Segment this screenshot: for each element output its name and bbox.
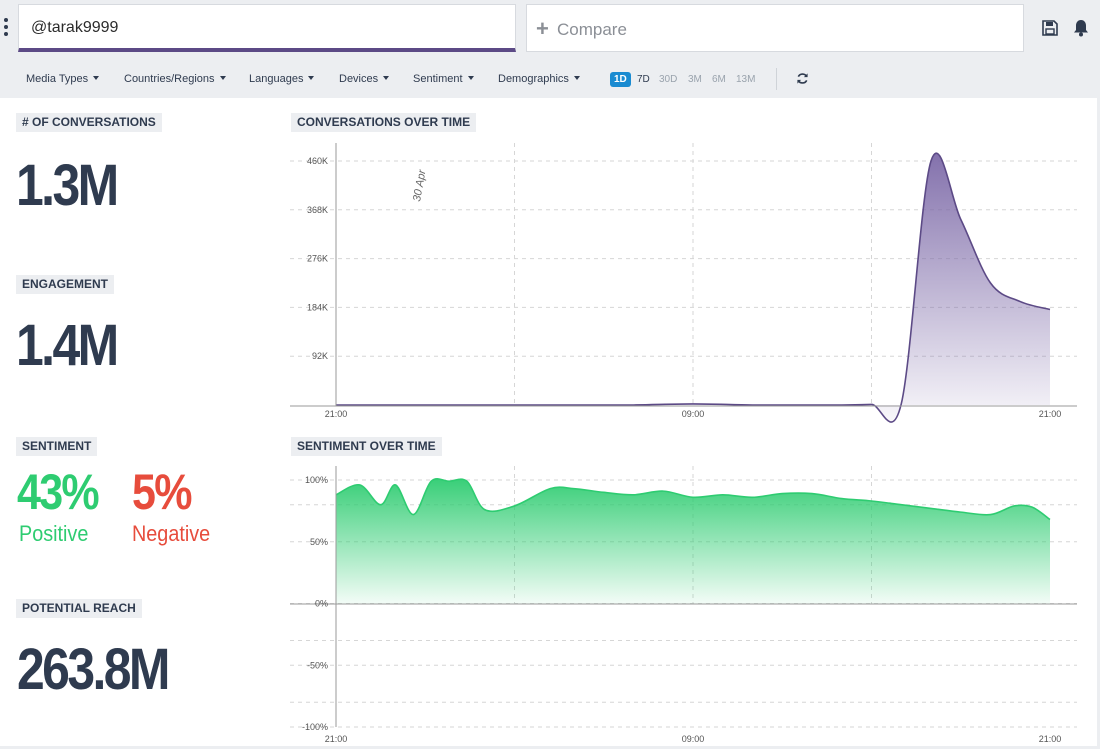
top-bar: @tarak9999 + Compare [0, 0, 1100, 60]
volume-y-tick-label: 276K [307, 254, 328, 264]
sentiment-line [335, 477, 1051, 521]
filter-devices[interactable]: Devices [339, 73, 390, 85]
refresh-icon[interactable] [796, 72, 809, 85]
negative-label: Negative [132, 521, 211, 546]
volume-x-tick-label: 09:00 [682, 409, 705, 419]
filter-label: Devices [339, 73, 379, 85]
filter-label: Demographics [498, 73, 569, 85]
caret-down-icon [467, 76, 474, 80]
kebab-menu-icon[interactable] [3, 18, 11, 38]
sentiment-chart-title: SENTIMENT OVER TIME [291, 437, 442, 456]
search-input[interactable]: @tarak9999 [18, 4, 516, 52]
search-value: @tarak9999 [31, 19, 119, 36]
sentiment-area [336, 478, 1050, 604]
filter-bar: Media Types Countries/Regions Languages … [0, 60, 1100, 98]
conversations-chart-title: CONVERSATIONS OVER TIME [291, 113, 477, 132]
sentiment-y-tick-label: 50% [310, 537, 328, 547]
reach-title: POTENTIAL REACH [16, 599, 142, 618]
filter-label: Sentiment [413, 73, 463, 85]
reach-value: 263.8M [17, 637, 170, 702]
date-annotation: 30 Apr [411, 168, 429, 203]
range-6m[interactable]: 6M [712, 74, 726, 85]
compare-input[interactable]: + Compare [526, 4, 1024, 52]
volume-area [336, 153, 1050, 423]
volume-line [335, 152, 1051, 423]
divider [776, 68, 777, 90]
caret-down-icon [219, 76, 226, 80]
bell-icon[interactable] [1073, 19, 1089, 37]
charts-canvas: 92K 184K 276K 368K 460K 21:00 09:00 21:00 30 Apr… [290, 143, 1077, 744]
filter-label: Languages [249, 73, 304, 85]
negative-percent: 5% [132, 464, 192, 520]
engagement-value: 1.4M [16, 313, 119, 378]
sentiment-y-tick-label: 0% [315, 599, 328, 609]
volume-y-tick-label: 460K [307, 156, 328, 166]
sentiment-x-tick-label: 21:00 [325, 734, 348, 744]
range-7d[interactable]: 7D [637, 74, 650, 85]
caret-down-icon [383, 76, 390, 80]
dashboard-panel: # OF CONVERSATIONS 1.3M ENGAGEMENT 1.4M … [0, 98, 1097, 746]
sentiment-title: SENTIMENT [16, 437, 98, 456]
volume-y-tick-label: 184K [307, 302, 328, 312]
range-13m[interactable]: 13M [736, 74, 756, 85]
sentiment-y-tick-label: -100% [302, 722, 328, 732]
filter-countries[interactable]: Countries/Regions [124, 73, 226, 85]
compare-placeholder: Compare [557, 20, 627, 39]
volume-x-tick-label: 21:00 [1039, 409, 1062, 419]
sentiment-x-tick-label: 21:00 [1039, 734, 1062, 744]
sentiment-y-tick-label: -50% [307, 660, 328, 670]
filter-demographics[interactable]: Demographics [498, 73, 580, 85]
volume-y-tick-label: 368K [307, 205, 328, 215]
conversations-value: 1.3M [16, 153, 119, 218]
filter-label: Countries/Regions [124, 73, 215, 85]
sentiment-y-tick-label: 100% [305, 475, 328, 485]
filter-languages[interactable]: Languages [249, 73, 315, 85]
filter-label: Media Types [26, 73, 89, 85]
conversations-title: # OF CONVERSATIONS [16, 113, 162, 132]
plus-icon: + [536, 16, 549, 41]
caret-down-icon [93, 76, 100, 80]
range-1d[interactable]: 1D [610, 72, 631, 87]
caret-down-icon [308, 76, 315, 80]
range-3m[interactable]: 3M [688, 74, 702, 85]
positive-percent: 43% [17, 464, 100, 520]
volume-x-tick-label: 21:00 [325, 409, 348, 419]
filter-sentiment[interactable]: Sentiment [413, 73, 474, 85]
engagement-title: ENGAGEMENT [16, 275, 115, 294]
sentiment-x-tick-label: 09:00 [682, 734, 705, 744]
range-30d[interactable]: 30D [659, 74, 678, 85]
filter-media-types[interactable]: Media Types [26, 73, 100, 85]
save-icon[interactable] [1042, 20, 1058, 36]
volume-y-tick-label: 92K [312, 351, 328, 361]
positive-label: Positive [19, 521, 89, 546]
caret-down-icon [573, 76, 580, 80]
